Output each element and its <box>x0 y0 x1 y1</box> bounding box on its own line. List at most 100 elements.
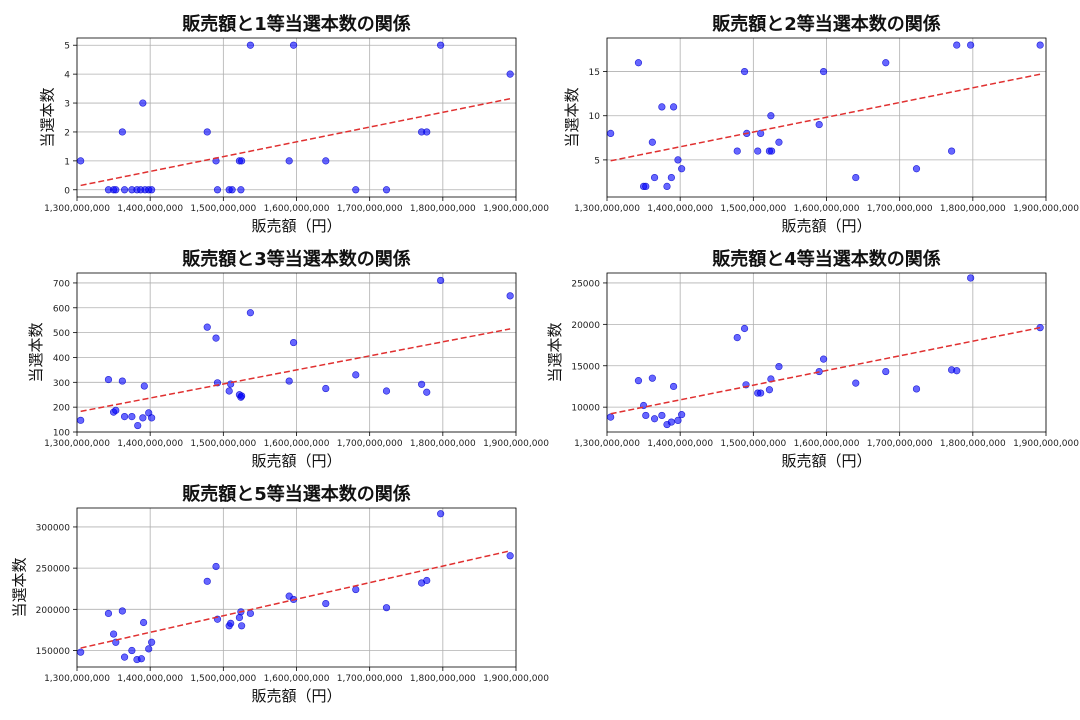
y-tick-label: 250000 <box>36 565 71 575</box>
data-point <box>120 653 129 661</box>
data-point <box>246 609 255 618</box>
x-tick-label: 1,400,000,000 <box>117 674 183 684</box>
data-point <box>819 67 828 76</box>
y-tick-label: 5 <box>594 156 600 166</box>
data-point <box>128 412 136 421</box>
data-point <box>118 128 126 136</box>
x-tick-label: 1,700,000,000 <box>867 439 933 449</box>
data-point <box>352 186 360 194</box>
data-point <box>238 622 246 630</box>
data-point <box>815 120 823 129</box>
data-point <box>437 41 445 49</box>
data-point <box>767 112 775 120</box>
data-point <box>967 274 975 282</box>
y-axis-label: 当選本数 <box>38 87 56 147</box>
x-tick-label: 1,300,000,000 <box>574 439 640 449</box>
data-point <box>285 377 293 385</box>
data-point <box>289 41 298 49</box>
data-point <box>246 309 255 317</box>
data-point <box>733 147 741 155</box>
data-point <box>669 382 678 391</box>
x-tick-label: 1,600,000,000 <box>794 439 860 449</box>
y-tick-label: 1 <box>64 157 70 167</box>
data-point <box>203 128 211 136</box>
data-point <box>237 186 245 194</box>
trend-line <box>80 97 511 187</box>
data-point <box>953 41 961 49</box>
y-tick-label: 200 <box>53 404 70 414</box>
data-point <box>77 416 85 424</box>
data-point <box>669 103 678 111</box>
data-point <box>948 147 956 155</box>
data-point <box>733 333 741 342</box>
x-tick-label: 1,900,000,000 <box>1013 439 1079 449</box>
x-axis-label: 販売額（円） <box>781 452 871 470</box>
trend-line <box>80 328 511 413</box>
y-tick-label: 15000 <box>571 362 600 372</box>
y-tick-label: 5 <box>64 42 70 52</box>
x-tick-label: 1,800,000,000 <box>940 204 1006 214</box>
y-tick-label: 2 <box>64 128 70 138</box>
data-point <box>678 165 686 173</box>
data-point <box>112 186 120 194</box>
data-point <box>148 414 156 422</box>
x-tick-label: 1,600,000,000 <box>794 204 860 214</box>
chart-4: 1,300,000,000 1,400,000,000 1,500,000,000 1… <box>546 248 1079 470</box>
data-point <box>203 577 211 585</box>
y-axis-label: 当選本数 <box>546 322 564 382</box>
y-tick-label: 10000 <box>571 404 600 414</box>
data-point <box>120 412 129 421</box>
data-point <box>953 367 961 375</box>
x-axis-label: 販売額（円） <box>251 452 341 470</box>
data-point <box>437 276 445 285</box>
x-axis-label: 販売額（円） <box>781 217 871 235</box>
data-point <box>352 371 360 379</box>
data-point <box>148 186 156 194</box>
y-tick-label: 700 <box>53 279 70 289</box>
data-point <box>506 292 514 300</box>
data-point <box>112 638 120 646</box>
data-point <box>120 186 129 194</box>
data-point <box>227 619 235 627</box>
data-point <box>382 186 391 194</box>
x-tick-label: 1,900,000,000 <box>483 439 549 449</box>
data-point <box>423 576 431 585</box>
x-tick-label: 1,800,000,000 <box>410 674 476 684</box>
chart-5: 1,300,000,000 1,400,000,000 1,500,000,000 1… <box>10 483 549 705</box>
data-point <box>134 421 142 430</box>
data-point <box>145 645 153 653</box>
data-point <box>322 384 330 393</box>
data-point <box>225 387 233 395</box>
data-point <box>322 157 330 165</box>
x-tick-label: 1,300,000,000 <box>44 204 110 214</box>
data-point <box>775 138 783 146</box>
data-point <box>289 338 298 347</box>
y-tick-label: 4 <box>64 71 70 81</box>
x-tick-label: 1,900,000,000 <box>1013 204 1079 214</box>
data-point <box>139 414 147 422</box>
chart-title: 販売額と4等当選本数の関係 <box>712 248 941 270</box>
y-tick-label: 200000 <box>36 606 71 616</box>
data-point <box>882 367 890 376</box>
trend-line <box>610 326 1041 415</box>
data-point <box>754 147 762 155</box>
x-tick-label: 1,600,000,000 <box>264 204 330 214</box>
data-point <box>104 609 113 618</box>
data-point <box>674 416 682 425</box>
data-point <box>1036 41 1044 49</box>
data-point <box>912 165 921 173</box>
y-tick-label: 300000 <box>36 523 71 533</box>
data-point <box>139 618 148 627</box>
data-point <box>213 379 222 387</box>
y-axis-label: 当選本数 <box>27 322 45 382</box>
data-point <box>238 157 246 165</box>
x-tick-label: 1,600,000,000 <box>264 674 330 684</box>
data-point <box>775 362 783 371</box>
x-axis-label: 販売額（円） <box>251 687 341 705</box>
chart-title: 販売額と2等当選本数の関係 <box>712 13 941 35</box>
chart-title: 販売額と5等当選本数の関係 <box>182 483 411 505</box>
data-point <box>148 638 156 646</box>
x-tick-label: 1,400,000,000 <box>647 204 713 214</box>
x-tick-label: 1,500,000,000 <box>190 439 256 449</box>
data-point <box>819 355 828 363</box>
